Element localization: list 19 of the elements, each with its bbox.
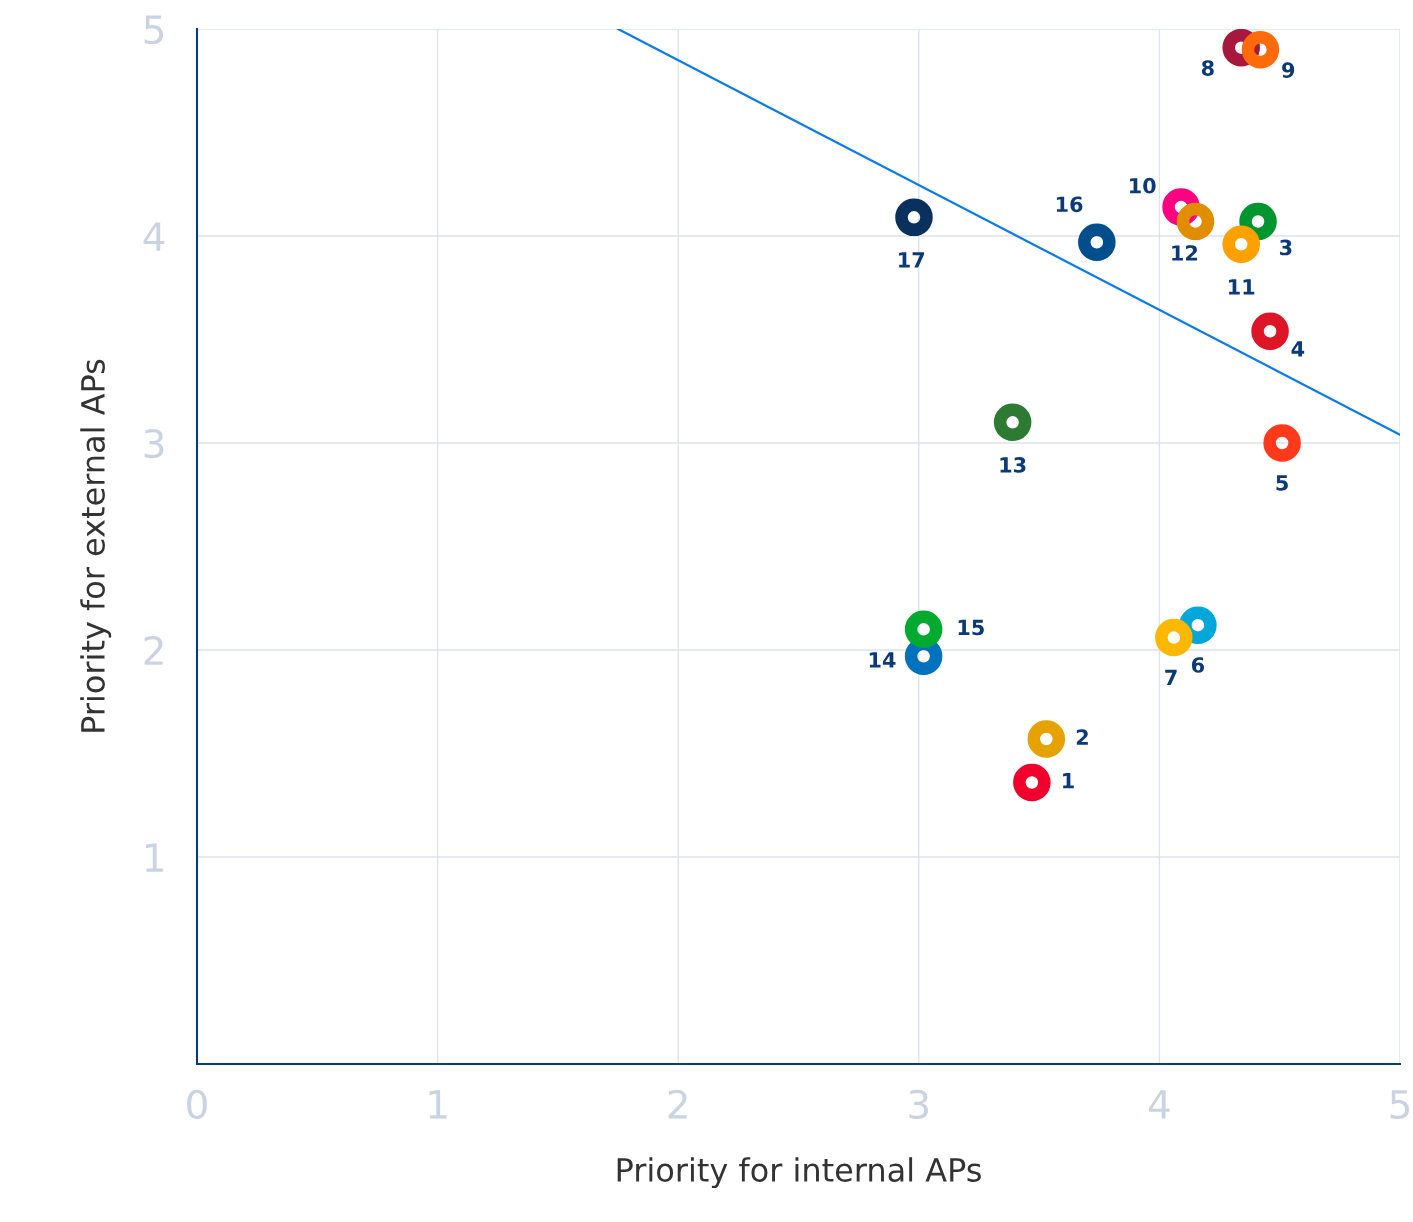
annotation: 7 xyxy=(1165,669,1177,685)
annotation: 15 xyxy=(958,619,984,636)
x-axis-title: Priority for internal APs xyxy=(617,1157,981,1189)
annotation: 5 xyxy=(1276,475,1288,491)
annotation: 4 xyxy=(1291,341,1305,357)
annotation: 6 xyxy=(1191,657,1205,673)
annotation: 1 xyxy=(1063,773,1074,789)
annotation: 2 xyxy=(1076,729,1088,745)
annotation: 8 xyxy=(1201,60,1214,76)
annotation: 9 xyxy=(1282,62,1295,78)
y-axis-title: Priority for external APs xyxy=(80,359,112,732)
annotation: 10 xyxy=(1130,177,1156,194)
annotation: 13 xyxy=(1000,457,1026,473)
annotation: 11 xyxy=(1229,279,1255,295)
annotation: 12 xyxy=(1172,245,1198,261)
annotation: 14 xyxy=(869,652,896,668)
annotation: 16 xyxy=(1056,196,1083,213)
annotation: 3 xyxy=(1279,239,1292,256)
annotation: 17 xyxy=(899,252,925,268)
